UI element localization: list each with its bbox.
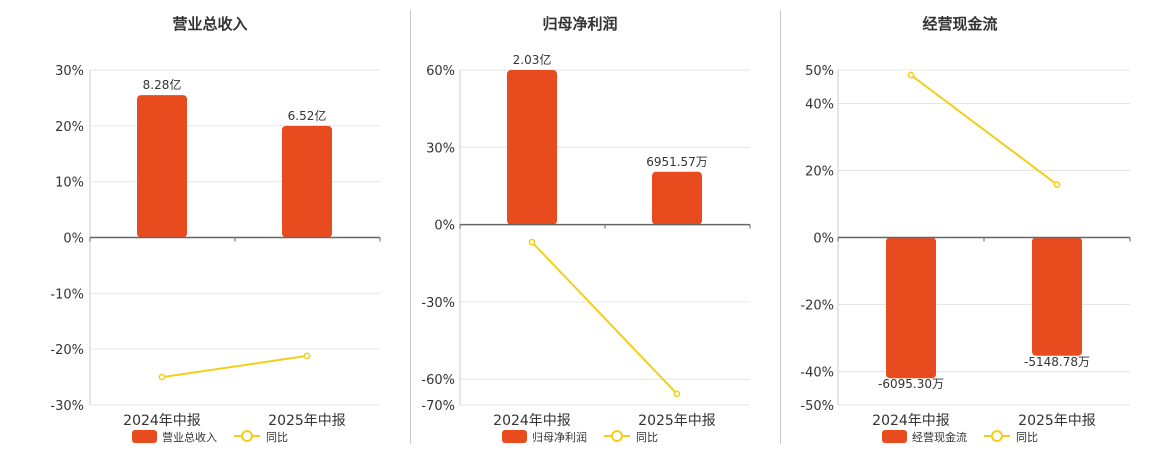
bar — [1032, 237, 1082, 356]
legend-bar-swatch — [502, 430, 527, 443]
x-category-label: 2025年中报 — [638, 413, 716, 429]
y-tick-label: -10% — [50, 287, 84, 302]
bar-value-label: 6951.57万 — [646, 155, 708, 169]
legend-line-label: 同比 — [1016, 431, 1038, 444]
bar-value-label: 6.52亿 — [288, 108, 327, 123]
legend-bar-swatch — [882, 430, 907, 443]
y-tick-label: -60% — [421, 373, 455, 388]
yoy-point — [158, 373, 166, 381]
y-tick-label: 50% — [805, 64, 834, 79]
x-category-label: 2025年中报 — [268, 413, 346, 429]
bar — [137, 95, 187, 238]
legend-line-marker — [241, 430, 253, 442]
y-tick-label: 20% — [805, 165, 834, 180]
y-tick-label: 0% — [813, 232, 834, 247]
legend-line-label: 同比 — [636, 431, 658, 444]
yoy-point — [528, 238, 536, 246]
bar-value-label: 8.28亿 — [143, 77, 182, 92]
y-tick-label: -20% — [50, 343, 84, 358]
yoy-point — [303, 352, 311, 360]
panel-divider — [780, 10, 781, 444]
yoy-point — [907, 71, 915, 79]
bar-value-label: -6095.30万 — [878, 377, 944, 391]
y-tick-label: 30% — [426, 141, 455, 156]
y-tick-label: 40% — [805, 98, 834, 113]
y-tick-label: -70% — [421, 399, 455, 414]
yoy-line — [531, 241, 678, 395]
bar-value-label: -5148.78万 — [1024, 355, 1090, 369]
chart-title: 归母净利润 — [542, 15, 617, 33]
y-tick-label: -30% — [421, 296, 455, 311]
legend-bar-label: 归母净利润 — [532, 430, 587, 444]
legend-bar-swatch — [132, 430, 157, 443]
legend-bar-label: 经营现金流 — [912, 430, 967, 444]
y-tick-label: -20% — [800, 299, 834, 314]
x-category-label: 2024年中报 — [123, 413, 201, 429]
y-tick-label: 0% — [434, 219, 455, 234]
y-tick-label: -50% — [800, 399, 834, 414]
legend-line-marker — [991, 430, 1003, 442]
bar — [507, 70, 557, 225]
y-tick-label: -40% — [800, 366, 834, 381]
bar — [886, 237, 936, 379]
y-tick-label: 60% — [426, 64, 455, 79]
bar — [652, 171, 702, 225]
bar — [282, 125, 332, 238]
y-tick-label: -30% — [50, 399, 84, 414]
yoy-line — [910, 74, 1058, 186]
x-category-label: 2025年中报 — [1018, 413, 1096, 429]
x-category-label: 2024年中报 — [872, 413, 950, 429]
panel-divider — [410, 10, 411, 444]
yoy-point — [673, 390, 681, 398]
chart-title: 经营现金流 — [922, 15, 997, 33]
y-tick-label: 20% — [55, 120, 84, 135]
y-tick-label: 30% — [55, 64, 84, 79]
legend-line-marker — [611, 430, 623, 442]
y-tick-label: 10% — [55, 176, 84, 191]
bar-value-label: 2.03亿 — [513, 52, 552, 67]
y-tick-label: 0% — [63, 232, 84, 247]
yoy-line — [161, 354, 308, 379]
x-category-label: 2024年中报 — [493, 413, 571, 429]
legend-bar-label: 营业总收入 — [162, 430, 217, 444]
yoy-point — [1053, 181, 1061, 188]
chart-title: 营业总收入 — [172, 15, 247, 33]
legend-line-label: 同比 — [266, 431, 288, 444]
